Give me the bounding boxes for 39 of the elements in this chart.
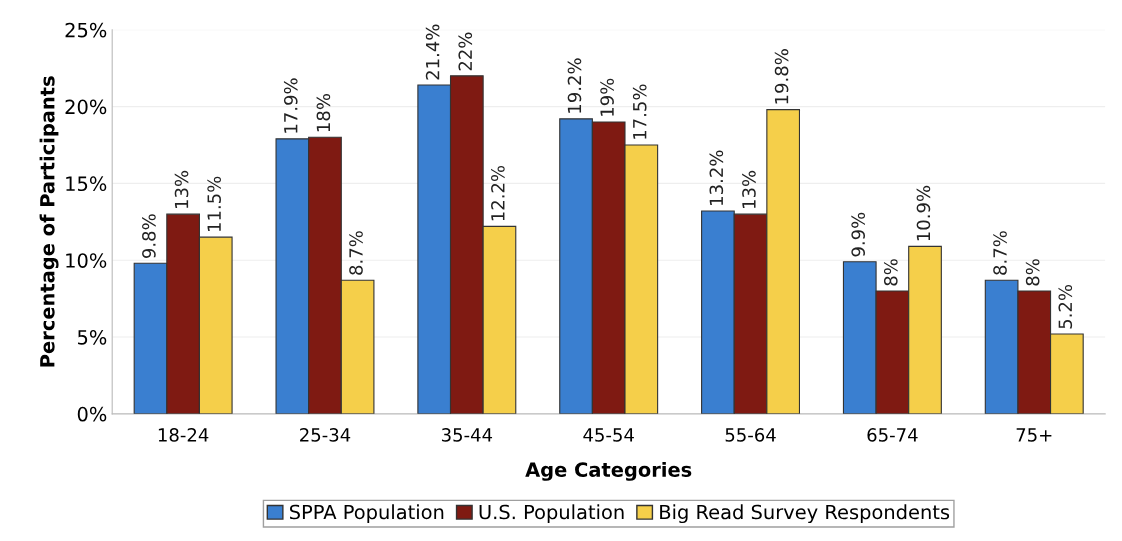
x-tick-label: 65-74 [867,428,918,442]
data-label: 8% [1025,259,1040,286]
data-label: 13% [742,170,756,208]
data-label: 9.8% [142,214,156,258]
y-tick-label: 15% [66,176,107,192]
legend-label: U.S. Population [479,504,624,524]
data-label: 22% [458,32,473,71]
data-label: 17.5% [632,84,647,139]
x-tick-label: 75+ [1016,428,1052,442]
data-label: 10.9% [916,185,931,241]
data-label: 8% [883,259,898,286]
data-label: 12.2% [491,165,505,221]
y-tick-label: 5% [77,330,107,345]
data-label: 8.7% [349,231,363,275]
x-tick-label: 25-34 [300,428,351,442]
x-tick-label: 35-44 [441,428,493,442]
data-label: 19.8% [774,49,789,104]
data-label: 13% [174,170,189,208]
data-label: 21.4% [425,24,440,80]
x-tick-label: 45-54 [583,428,634,442]
data-label: 18% [316,94,331,132]
data-label: 19.2% [567,58,582,113]
y-tick-label: 25% [65,22,107,38]
y-axis-title: Percentage of Participants [39,76,59,367]
x-tick-label: 18-24 [158,428,209,442]
data-label: 8.7% [993,231,1007,275]
data-label: 13.2% [709,150,724,205]
x-axis-title: Age Categories [525,461,692,481]
y-tick-label: 0% [77,406,107,422]
y-tick-label: 20% [65,99,107,115]
legend-label: SPPA Population [289,504,444,524]
legend-label: Big Read Survey Respondents [660,504,950,524]
data-label: 17.9% [283,78,298,133]
data-label: 11.5% [207,176,221,232]
data-label: 19% [600,78,614,116]
x-tick-label: 55-64 [725,428,776,442]
data-label: 5.2% [1058,284,1073,329]
y-tick-label: 10% [66,253,107,268]
data-label: 9.9% [851,212,865,257]
